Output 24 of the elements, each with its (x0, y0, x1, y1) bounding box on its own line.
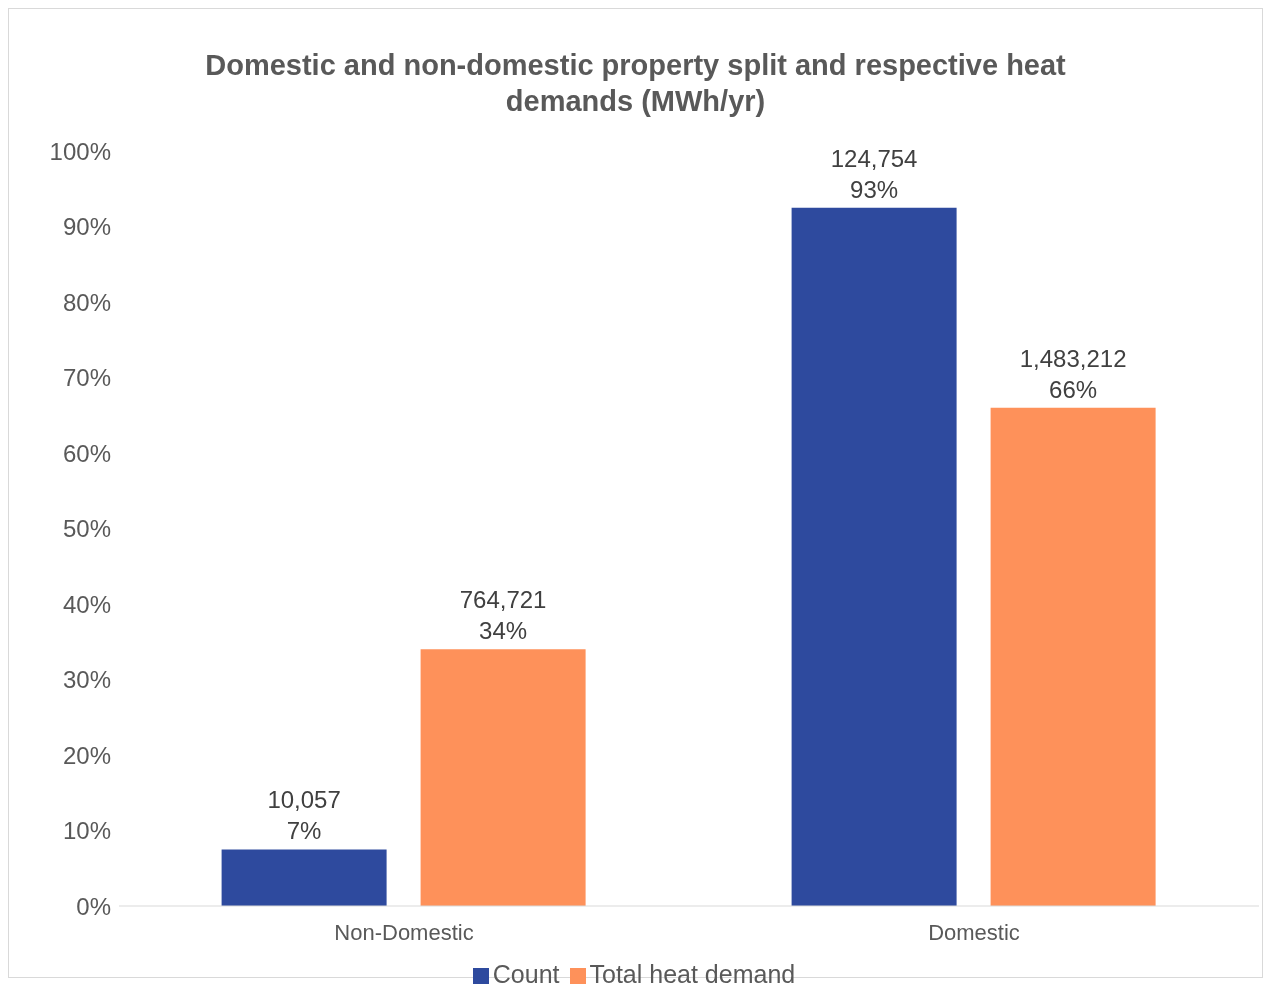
legend-label: Total heat demand (589, 960, 796, 988)
data-label: 10,057 7% (267, 786, 341, 845)
legend-label: Count (492, 960, 560, 988)
y-tick-label: 80% (62, 288, 111, 316)
y-tick-label: 50% (62, 515, 111, 543)
chart-title: Domestic and non-domestic property split and respective heat demands (MWh/yr) (204, 48, 1067, 119)
y-tick-label: 70% (62, 364, 111, 392)
y-tick-label: 40% (62, 590, 111, 618)
x-tick-label: Domestic (928, 919, 1020, 945)
bar (420, 649, 586, 906)
data-label: 764,721 34% (459, 586, 547, 645)
y-tick-label: 90% (62, 213, 111, 241)
y-tick-label: 100% (49, 137, 111, 165)
y-tick-label: 20% (62, 741, 111, 769)
bar (221, 849, 387, 906)
y-tick-label: 0% (76, 892, 111, 920)
y-tick-label: 10% (62, 817, 111, 845)
x-tick-label: Non-Domestic (334, 919, 474, 945)
data-label: 124,754 93% (830, 144, 918, 203)
data-label: 1,483,212 66% (1019, 344, 1127, 403)
bar (791, 207, 957, 906)
y-tick-label: 30% (62, 666, 111, 694)
y-tick-label: 60% (62, 439, 111, 467)
bar (990, 407, 1156, 906)
